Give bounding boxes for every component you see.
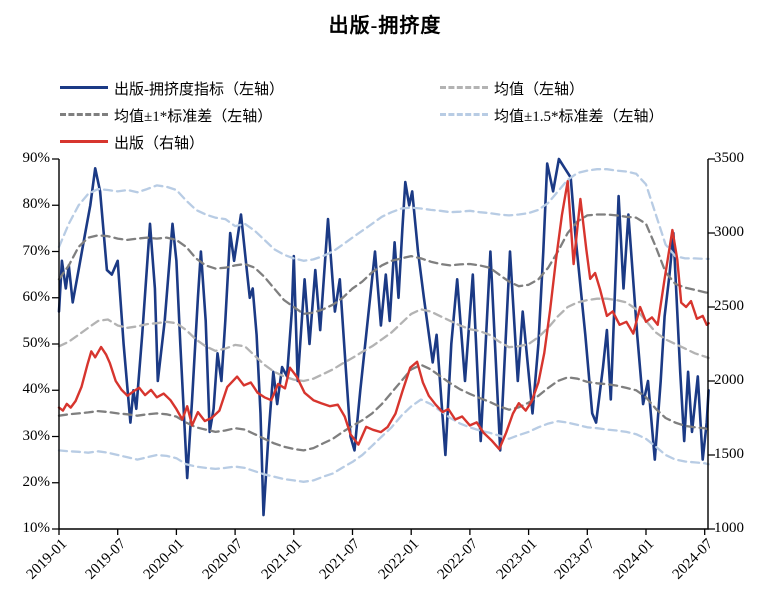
legend-line-sample-sd15: [440, 113, 488, 116]
legend-line-sample-sd1: [60, 113, 108, 116]
right-axis-tick-label: 3500: [714, 150, 744, 166]
series-line-mean_plus_1sd: [57, 213, 710, 316]
series-line-price: [57, 179, 710, 451]
page-title: 出版-拥挤度: [328, 15, 442, 37]
y-axis-tick-label: 80%: [22, 196, 51, 213]
y-axis-tick-label: 90%: [22, 150, 51, 166]
series-line-mean_minus_1sd: [57, 363, 710, 452]
legend-label-sd15: 均值±1.5*标准差（左轴）: [494, 109, 664, 125]
right-axis-tick-label: 2500: [714, 298, 744, 314]
legend-label-sd1: 均值±1*标准差（左轴）: [114, 109, 273, 125]
axis-ticks: [52, 158, 715, 535]
right-axis-tick-label: 3000: [714, 224, 744, 240]
series-line-mean_minus_1_5sd: [57, 398, 710, 483]
series-line-mean_plus_1_5sd: [57, 168, 710, 262]
series-line-crowding: [57, 157, 710, 517]
legend-label-price: 出版（右轴）: [114, 136, 205, 152]
series-line-mean: [57, 297, 710, 383]
right-axis-tick-label: 1500: [714, 446, 744, 462]
y-axis-tick-label: 10%: [22, 520, 51, 536]
right-axis-tick-label: 1000: [714, 520, 744, 536]
legend-line-sample-price: [60, 140, 108, 143]
legend-label-mean: 均值（左轴）: [494, 82, 585, 98]
legend-line-sample-crowding: [60, 86, 108, 89]
legend-line-sample-mean: [440, 86, 488, 89]
legend-label-crowding: 出版-拥挤度指标（左轴）: [114, 82, 284, 98]
y-axis-tick-label: 50%: [22, 335, 51, 351]
y-axis-tick-label: 30%: [22, 427, 51, 444]
y-axis-tick-label: 60%: [22, 288, 51, 305]
y-axis-tick-label: 70%: [22, 242, 51, 259]
y-axis-tick-label: 20%: [22, 473, 51, 490]
y-axis-tick-label: 40%: [22, 381, 51, 398]
right-axis-tick-label: 2000: [714, 372, 744, 388]
